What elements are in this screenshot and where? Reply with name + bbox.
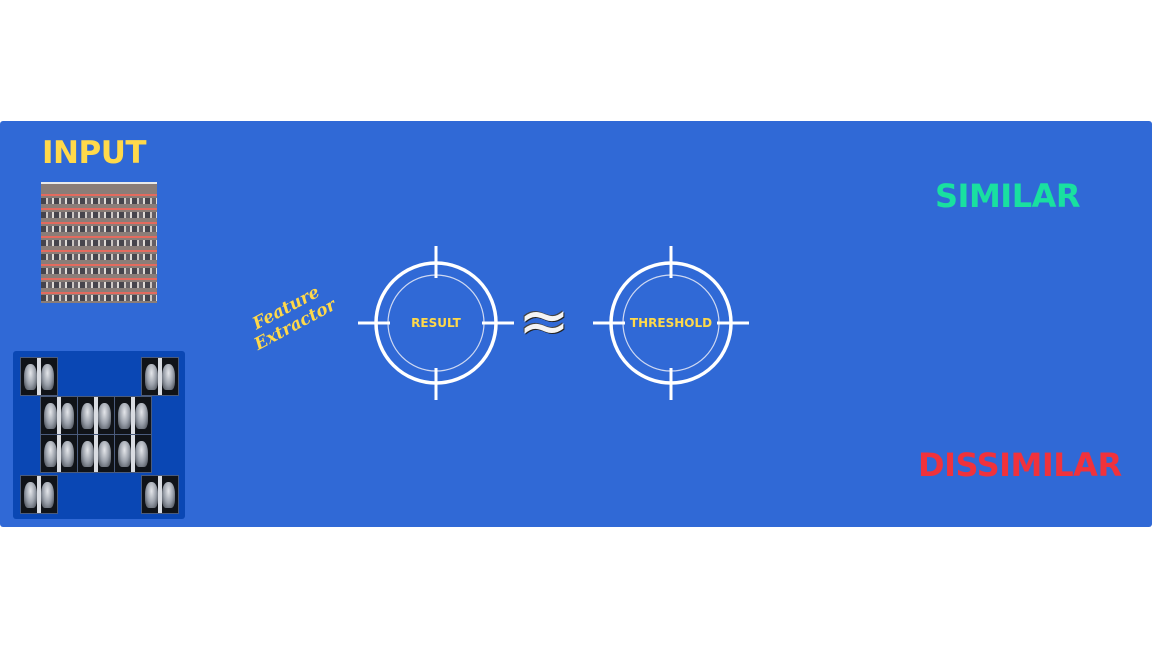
xray-thumbnail	[141, 357, 179, 396]
xray-thumbnail	[20, 475, 58, 514]
xray-thumbnail	[77, 434, 115, 473]
threshold-crosshair-icon	[593, 246, 749, 400]
result-label: RESULT	[411, 316, 461, 330]
result-crosshair-icon	[358, 246, 514, 400]
diagram-panel	[0, 121, 1152, 527]
xray-thumbnail	[40, 434, 78, 473]
input-title: INPUT	[42, 135, 147, 171]
approximately-equal-icon: ≈	[518, 284, 570, 357]
xray-thumbnail	[77, 396, 115, 435]
xray-image-set	[13, 351, 185, 519]
dissimilar-label: DISSIMILAR	[918, 446, 1122, 484]
xray-thumbnail	[114, 396, 152, 435]
xray-thumbnail	[114, 434, 152, 473]
input-image	[41, 182, 157, 303]
similar-label: SIMILAR	[935, 177, 1081, 215]
threshold-label: THRESHOLD	[629, 316, 713, 330]
xray-thumbnail	[40, 396, 78, 435]
xray-thumbnail	[141, 475, 179, 514]
xray-thumbnail	[20, 357, 58, 396]
